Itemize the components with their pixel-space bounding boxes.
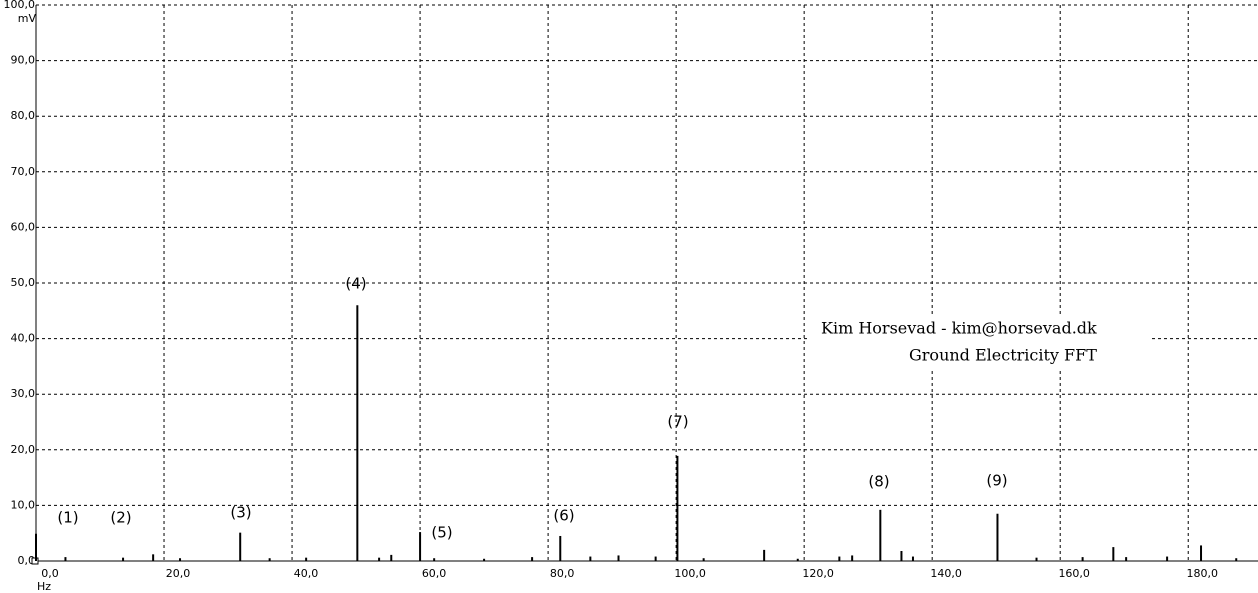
y-tick-label: 100,0	[4, 0, 36, 11]
x-tick-label: 160,0	[1058, 567, 1090, 580]
y-tick-label: 90,0	[11, 54, 36, 67]
peak-annotation: (8)	[868, 473, 889, 491]
y-tick-label: 60,0	[11, 220, 36, 233]
y-axis-label: mV	[18, 12, 37, 25]
x-tick-label: 120,0	[802, 567, 834, 580]
x-tick-label: 180,0	[1186, 567, 1218, 580]
chart-subtitle: Ground Electricity FFT	[909, 346, 1097, 365]
x-axis-label: Hz	[37, 580, 51, 593]
x-tick-label: 60,0	[422, 567, 447, 580]
peak-annotation: (9)	[986, 472, 1007, 490]
x-tick-label: 100,0	[674, 567, 706, 580]
x-tick-label: 0,0	[41, 567, 59, 580]
peak-annotation: (5)	[431, 524, 452, 542]
peak-annotation: (7)	[667, 413, 688, 431]
x-tick-label: 140,0	[930, 567, 962, 580]
info-box	[808, 315, 1152, 371]
y-tick-label: 80,0	[11, 109, 36, 122]
y-tick-label: 20,0	[11, 443, 36, 456]
y-tick-label: 50,0	[11, 276, 36, 289]
peak-annotation: (1)	[57, 509, 78, 527]
chart-title: Kim Horsevad - kim@horsevad.dk	[821, 319, 1097, 338]
peak-annotation: (4)	[345, 275, 366, 293]
peak-annotation: (2)	[110, 509, 131, 527]
peak-annotation: (6)	[553, 507, 574, 525]
y-tick-label: 70,0	[11, 165, 36, 178]
x-tick-label: 20,0	[166, 567, 191, 580]
x-tick-label: 80,0	[550, 567, 575, 580]
peak-annotation: (3)	[230, 504, 251, 522]
y-tick-label: 0,0	[18, 554, 36, 567]
y-tick-label: 30,0	[11, 387, 36, 400]
x-tick-label: 40,0	[294, 567, 319, 580]
y-tick-label: 10,0	[11, 498, 36, 511]
y-tick-label: 40,0	[11, 332, 36, 345]
